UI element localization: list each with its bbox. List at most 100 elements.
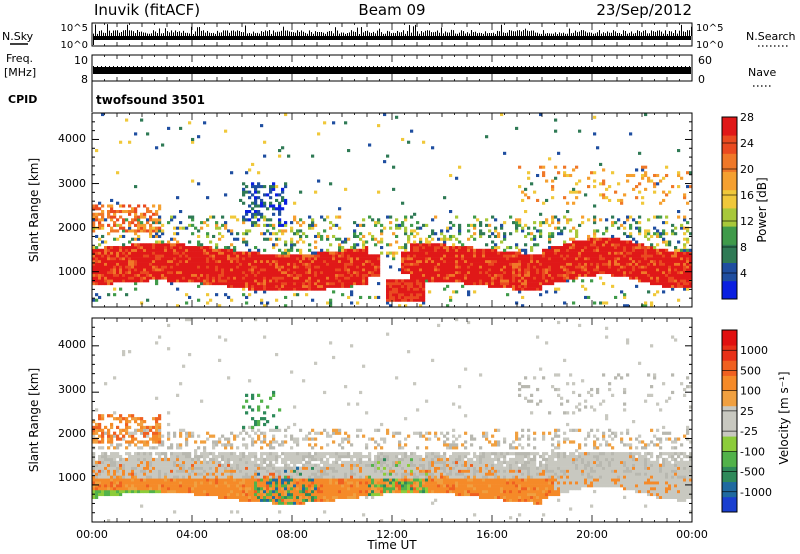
power-cell: [518, 185, 522, 189]
freq-noise-tick: [417, 66, 418, 67]
velocity-cell: [182, 428, 186, 432]
power-cell: [119, 262, 123, 266]
power-cell: [683, 257, 687, 261]
power-cell: [644, 270, 648, 275]
velocity-cell: [92, 440, 96, 444]
power-cell: [236, 251, 240, 255]
velocity-cell: [170, 489, 174, 494]
power-cell: [254, 259, 258, 263]
power-cell: [95, 279, 99, 283]
power-cell: [107, 282, 111, 286]
power-cell: [509, 273, 513, 277]
power-cell: [590, 243, 594, 247]
power-cell: [296, 248, 300, 252]
power-cell: [308, 268, 312, 272]
velocity-cell: [146, 457, 150, 462]
nsky-spike: [349, 32, 350, 36]
power-cell: [539, 293, 543, 297]
power-cell: [287, 287, 291, 291]
velocity-cell: [182, 478, 186, 482]
power-cell: [113, 221, 117, 225]
power-cell: [551, 268, 555, 272]
power-cell: [146, 265, 150, 269]
power-cell: [173, 257, 177, 261]
velocity-cell: [161, 457, 165, 462]
power-cell: [401, 137, 405, 142]
power-cell: [341, 279, 345, 283]
power-cell: [167, 262, 171, 266]
power-cell: [341, 265, 345, 269]
power-cell: [356, 268, 360, 272]
power-cell: [686, 265, 690, 269]
power-cell: [476, 276, 480, 280]
velocity-cell: [131, 414, 135, 418]
power-cell: [272, 259, 276, 263]
freq-noise-tick: [645, 66, 646, 67]
power-cell: [281, 273, 285, 277]
freq-unit-label: [MHz]: [4, 66, 36, 79]
power-cell: [194, 226, 198, 230]
power-cell: [596, 237, 600, 241]
nsky-spike: [269, 30, 270, 36]
power-cell: [473, 290, 477, 294]
power-cell: [521, 276, 525, 280]
power-cell: [449, 234, 453, 239]
power-cell: [404, 282, 408, 286]
power-cell: [476, 248, 480, 252]
power-cell: [641, 257, 645, 261]
power-cell: [104, 265, 108, 269]
power-cell: [254, 196, 258, 200]
power-cell: [668, 259, 672, 263]
velocity-cell: [128, 440, 132, 444]
power-cell: [134, 243, 138, 247]
velocity-cell: [173, 431, 177, 435]
power-cell: [548, 240, 552, 244]
power-cell: [374, 223, 378, 227]
power-cell: [218, 232, 222, 236]
power-cell: [233, 279, 237, 283]
power-cell: [320, 248, 324, 252]
power-cell: [164, 273, 168, 277]
power-cell: [413, 276, 417, 280]
velocity-cell: [155, 428, 159, 432]
power-cell: [401, 287, 405, 291]
power-cell: [518, 265, 522, 269]
power-cell: [602, 240, 606, 244]
velocity-cell: [113, 475, 117, 479]
velocity-cell: [104, 481, 108, 485]
power-cell: [260, 268, 264, 272]
power-cell: [671, 251, 675, 255]
power-cell: [263, 268, 267, 272]
power-cell: [221, 223, 225, 227]
velocity-cell: [101, 440, 105, 444]
power-cell: [329, 270, 333, 275]
power-cell: [575, 262, 579, 266]
power-cell: [686, 254, 690, 258]
power-cell: [239, 279, 243, 283]
power-cell: [386, 279, 390, 283]
power-cell: [284, 268, 288, 272]
power-cell: [407, 259, 411, 263]
power-cell: [602, 257, 606, 261]
velocity-cell: [158, 425, 162, 430]
power-cell: [281, 196, 285, 200]
power-cell: [638, 248, 642, 252]
power-cell: [242, 293, 246, 297]
nsky-spike: [297, 30, 298, 36]
power-cell: [389, 295, 393, 299]
power-cell: [281, 268, 285, 272]
power-cell: [527, 226, 531, 230]
velocity-cell: [95, 425, 99, 430]
power-cell: [641, 270, 645, 275]
velocity-cell: [110, 452, 114, 456]
power-cell: [629, 262, 633, 266]
power-cell: [629, 268, 633, 272]
power-cell: [248, 268, 252, 272]
power-cell: [224, 246, 228, 250]
power-cell: [602, 259, 606, 263]
power-cell: [191, 223, 195, 227]
power-cell: [191, 232, 195, 236]
power-cell: [326, 270, 330, 275]
velocity-cell: [176, 393, 180, 397]
power-cell: [626, 254, 630, 258]
